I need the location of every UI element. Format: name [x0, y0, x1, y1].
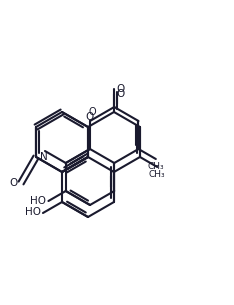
Text: HO: HO — [30, 196, 46, 206]
Text: O: O — [85, 112, 93, 122]
Text: O: O — [88, 107, 96, 117]
Text: O: O — [116, 84, 124, 94]
Text: O: O — [116, 89, 124, 99]
Text: CH₃: CH₃ — [147, 162, 164, 171]
Text: HO: HO — [25, 207, 41, 217]
Text: CH₃: CH₃ — [149, 170, 166, 179]
Text: O: O — [10, 178, 18, 188]
Text: N: N — [40, 152, 48, 162]
